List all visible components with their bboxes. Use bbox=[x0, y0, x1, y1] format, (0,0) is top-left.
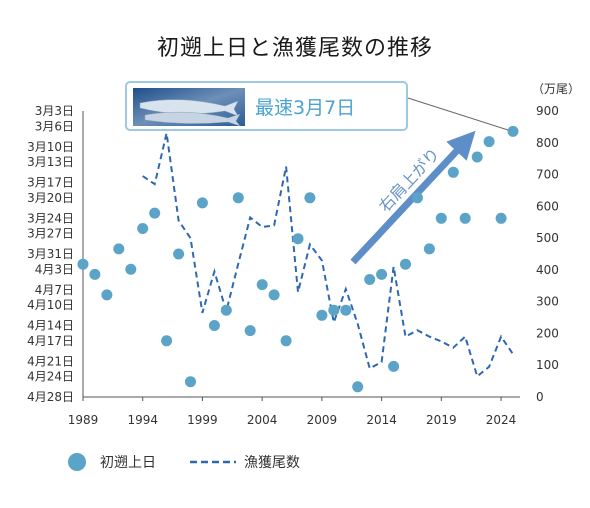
data-point-first-run-date bbox=[196, 197, 208, 209]
left-tick-label: 3月13日 bbox=[27, 155, 74, 169]
right-axis-unit: （万尾） bbox=[532, 82, 580, 96]
left-tick-label: 3月20日 bbox=[27, 191, 74, 205]
data-point-first-run-date bbox=[101, 289, 113, 301]
left-tick-label: 4月7日 bbox=[35, 283, 74, 297]
right-tick-label: 500 bbox=[536, 231, 559, 245]
data-point-first-run-date bbox=[137, 223, 149, 234]
legend-label-first-run-date: 初遡上日 bbox=[100, 454, 156, 471]
data-point-first-run-date bbox=[340, 304, 352, 316]
x-tick-label: 2024 bbox=[486, 413, 517, 427]
data-point-first-run-date bbox=[113, 243, 125, 255]
legend-label-catch-count: 漁獲尾数 bbox=[244, 455, 300, 471]
left-tick-label: 4月17日 bbox=[27, 334, 74, 348]
data-point-first-run-date bbox=[268, 289, 280, 301]
data-point-first-run-date bbox=[89, 268, 101, 280]
left-tick-label: 3月27日 bbox=[27, 227, 74, 241]
left-tick-label: 4月21日 bbox=[27, 354, 74, 368]
right-tick-label: 300 bbox=[536, 295, 559, 309]
legend: 初遡上日 漁獲尾数 bbox=[68, 453, 300, 471]
left-tick-label: 3月24日 bbox=[27, 211, 74, 225]
x-tick-label: 2019 bbox=[426, 413, 457, 427]
data-point-first-run-date bbox=[483, 136, 495, 148]
series-first-run-date-points bbox=[77, 125, 519, 393]
right-tick-label: 400 bbox=[536, 263, 559, 277]
left-tick-label: 4月14日 bbox=[27, 319, 74, 333]
data-point-first-run-date bbox=[328, 304, 340, 316]
right-tick-label: 700 bbox=[536, 168, 559, 182]
left-tick-label: 3月6日 bbox=[35, 119, 74, 133]
fastest-callout: 最速3月7日 bbox=[125, 81, 509, 131]
data-point-first-run-date bbox=[400, 258, 411, 270]
data-point-first-run-date bbox=[316, 309, 328, 321]
left-tick-label: 4月24日 bbox=[27, 370, 74, 384]
data-point-first-run-date bbox=[352, 381, 364, 393]
x-tick-label: 1999 bbox=[187, 413, 218, 427]
data-point-first-run-date bbox=[435, 212, 447, 224]
axes bbox=[82, 111, 520, 398]
data-point-first-run-date bbox=[220, 304, 232, 316]
x-tick-label: 1989 bbox=[68, 413, 99, 427]
left-tick-label: 4月28日 bbox=[27, 390, 74, 404]
data-point-first-run-date bbox=[244, 325, 256, 337]
data-point-first-run-date bbox=[364, 274, 376, 285]
legend-swatch-first-run-date bbox=[68, 453, 86, 471]
right-axis-ticks: 0 100 200 300 400 500 600 700 800 900 bbox=[536, 104, 559, 404]
data-point-first-run-date bbox=[292, 233, 304, 245]
data-point-first-run-date bbox=[507, 125, 519, 137]
data-point-first-run-date bbox=[256, 279, 268, 291]
data-point-first-run-date bbox=[149, 207, 161, 219]
left-tick-label: 4月10日 bbox=[27, 298, 74, 312]
data-point-first-run-date bbox=[423, 243, 435, 255]
x-tick-label: 2004 bbox=[247, 413, 278, 427]
right-tick-label: 100 bbox=[536, 358, 559, 372]
left-tick-label: 3月3日 bbox=[35, 104, 74, 118]
x-tick-label: 2014 bbox=[366, 413, 397, 427]
callout-text: 最速3月7日 bbox=[255, 97, 355, 119]
left-tick-label: 4月3日 bbox=[35, 262, 74, 276]
data-point-first-run-date bbox=[232, 192, 244, 204]
left-tick-label: 3月17日 bbox=[27, 176, 74, 190]
data-point-first-run-date bbox=[208, 320, 220, 331]
fish-photo-icon bbox=[133, 88, 245, 127]
left-tick-label: 3月10日 bbox=[27, 140, 74, 154]
data-point-first-run-date bbox=[125, 263, 137, 275]
x-tick-label: 1994 bbox=[127, 413, 158, 427]
right-tick-label: 900 bbox=[536, 104, 559, 118]
data-point-first-run-date bbox=[411, 192, 423, 204]
data-point-first-run-date bbox=[304, 192, 316, 204]
right-tick-label: 800 bbox=[536, 136, 559, 150]
chart-title: 初遡上日と漁獲尾数の推移 bbox=[156, 36, 433, 61]
right-tick-label: 200 bbox=[536, 326, 559, 340]
data-point-first-run-date bbox=[388, 360, 400, 372]
right-tick-label: 600 bbox=[536, 199, 559, 213]
x-tick-label: 2009 bbox=[307, 413, 338, 427]
data-point-first-run-date bbox=[447, 166, 459, 178]
data-point-first-run-date bbox=[495, 212, 507, 224]
x-axis-ticks: 1989 1994 1999 2004 2009 2014 2019 2024 bbox=[68, 397, 517, 427]
data-point-first-run-date bbox=[173, 248, 185, 260]
data-point-first-run-date bbox=[77, 258, 89, 270]
callout-leader-line bbox=[407, 97, 509, 131]
data-point-first-run-date bbox=[471, 151, 483, 163]
right-tick-label: 0 bbox=[536, 390, 544, 404]
data-point-first-run-date bbox=[376, 268, 388, 280]
data-point-first-run-date bbox=[185, 376, 196, 388]
trend-arrow bbox=[350, 130, 476, 265]
left-tick-label: 3月31日 bbox=[27, 247, 74, 261]
data-point-first-run-date bbox=[280, 335, 292, 347]
data-point-first-run-date bbox=[161, 335, 173, 347]
data-point-first-run-date bbox=[459, 212, 471, 224]
